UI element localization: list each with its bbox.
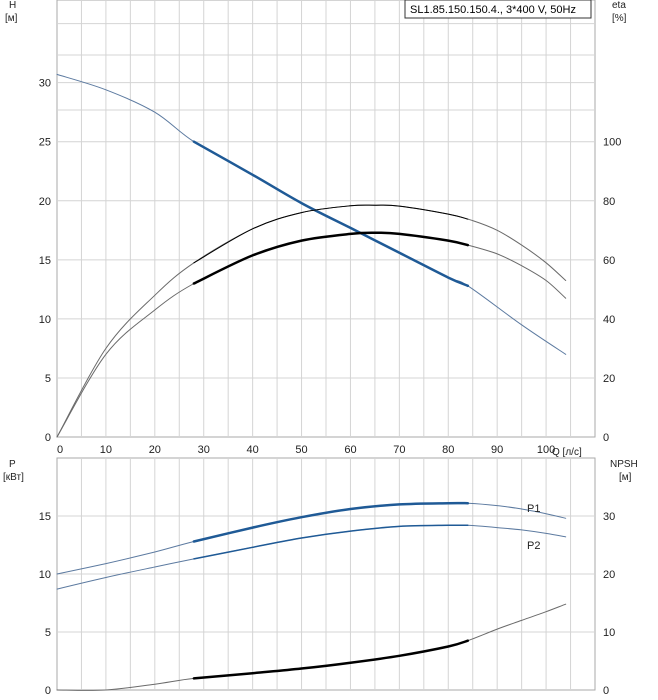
top-right-axis-title: eta	[612, 0, 626, 11]
top-left-tick-label: 15	[39, 255, 51, 267]
curve-npsh-full	[56, 603, 567, 691]
x-tick-label: 20	[149, 444, 161, 456]
top-left-tick-label: 5	[45, 373, 51, 385]
x-tick-label: 0	[57, 444, 63, 456]
top-left-tick-label: 30	[39, 78, 51, 90]
bottom-right-axis-title: NPSH	[610, 459, 638, 470]
bottom-left-axis-title: P	[9, 459, 16, 470]
top-panel-curves	[56, 73, 567, 438]
top-left-tick-label: 10	[39, 314, 51, 326]
curve-p1-full	[56, 502, 567, 575]
x-tick-label: 70	[393, 444, 405, 456]
bottom-right-axis-unit: [м]	[619, 472, 632, 483]
x-tick-label: 30	[198, 444, 210, 456]
top-right-tick-label: 20	[603, 373, 615, 385]
curve-p1-operating	[192, 501, 470, 543]
top-left-tick-label: 20	[39, 196, 51, 208]
legend-text: SL1.85.150.150.4., 3*400 V, 50Hz	[410, 4, 576, 16]
top-right-tick-label: 100	[603, 137, 621, 149]
bottom-right-tick-label: 0	[603, 685, 609, 697]
top-right-tick-label: 40	[603, 314, 615, 326]
curve-eta-lower-operating	[192, 231, 470, 285]
curve-eta-lower-full	[56, 232, 567, 438]
curve-h-operating	[192, 140, 470, 288]
bottom-panel-grid	[56, 457, 596, 691]
bottom-left-tick-label: 10	[39, 569, 51, 581]
curve-eta-upper-operating	[193, 204, 469, 264]
bottom-left-tick-label: 0	[45, 685, 51, 697]
bottom-left-tick-label: 15	[39, 511, 51, 523]
bottom-right-tick-label: 20	[603, 569, 615, 581]
bottom-right-tick-label: 10	[603, 627, 615, 639]
bottom-left-tick-label: 5	[45, 627, 51, 639]
legend-box	[404, 0, 592, 19]
top-right-tick-label: 0	[603, 432, 609, 444]
bottom-right-tick-label: 30	[603, 511, 615, 523]
top-left-tick-label: 0	[45, 432, 51, 444]
series-label-p1: P1	[527, 503, 540, 515]
x-tick-label: 100	[537, 444, 555, 456]
x-tick-label: 80	[442, 444, 454, 456]
x-tick-label: 10	[100, 444, 112, 456]
x-tick-label: 90	[491, 444, 503, 456]
top-right-tick-label: 80	[603, 196, 615, 208]
top-left-axis-unit: [м]	[5, 13, 18, 24]
x-axis-title: Q [л/с]	[552, 447, 582, 458]
curve-npsh-operating	[192, 639, 470, 680]
curve-p2-operating	[193, 524, 469, 560]
bottom-left-axis-unit: [кВт]	[3, 472, 24, 483]
curve-h-full	[56, 73, 567, 355]
x-tick-label: 60	[344, 444, 356, 456]
top-left-tick-label: 25	[39, 137, 51, 149]
x-tick-label: 50	[295, 444, 307, 456]
top-right-axis-unit: [%]	[612, 13, 627, 24]
x-tick-label: 40	[247, 444, 259, 456]
top-panel-grid	[56, 0, 596, 438]
bottom-panel-curves	[56, 501, 567, 691]
series-label-p2: P2	[527, 540, 540, 552]
top-left-axis-title: H	[9, 0, 16, 11]
top-right-tick-label: 60	[603, 255, 615, 267]
